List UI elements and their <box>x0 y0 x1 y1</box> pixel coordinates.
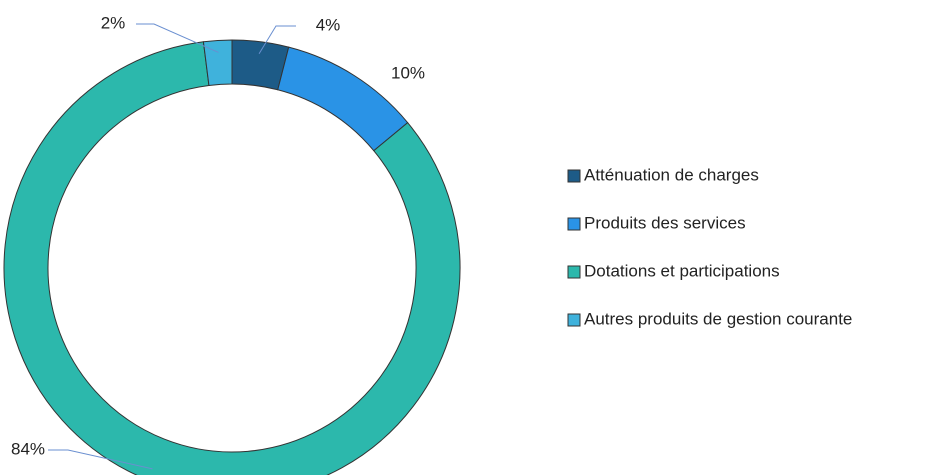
data-label: 4% <box>316 15 341 34</box>
donut-segment <box>277 46 409 152</box>
legend-swatch <box>567 169 581 183</box>
legend-swatch <box>567 265 581 279</box>
leader-line <box>258 25 296 54</box>
leader-line <box>136 23 219 53</box>
legend-label: Dotations et participations <box>584 261 780 280</box>
legend-label: Produits des services <box>584 213 746 232</box>
leader-line <box>48 449 153 470</box>
data-label: 10% <box>391 63 425 82</box>
data-label: 84% <box>11 439 45 458</box>
data-label: 2% <box>101 13 126 32</box>
legend-swatch <box>567 313 581 327</box>
donut-segment <box>3 41 461 475</box>
legend-label: Autres produits de gestion courante <box>584 309 852 328</box>
donut-segment <box>202 39 233 87</box>
legend-swatch <box>567 217 581 231</box>
legend-label: Atténuation de charges <box>584 165 759 184</box>
